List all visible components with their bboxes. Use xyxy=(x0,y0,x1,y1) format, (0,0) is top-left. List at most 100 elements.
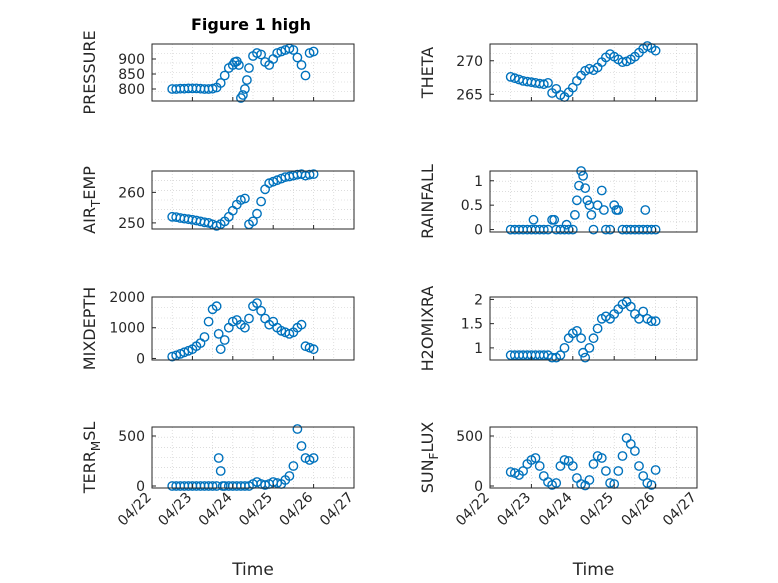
data-point xyxy=(241,75,252,85)
data-point xyxy=(592,323,603,334)
data-point xyxy=(284,471,295,481)
y-tick-label: 500 xyxy=(456,429,483,445)
axes-frame xyxy=(489,296,698,361)
data-point xyxy=(252,298,262,308)
data-point xyxy=(582,195,593,206)
data-point xyxy=(288,461,299,471)
y-tick-label: 0.5 xyxy=(461,198,483,214)
data-point xyxy=(559,455,570,465)
y-label-main: TERR xyxy=(80,451,99,494)
data-point xyxy=(601,466,611,476)
data-point xyxy=(233,60,244,70)
y-tick-label: 2000 xyxy=(109,290,145,306)
data-point xyxy=(534,461,545,471)
data-point xyxy=(308,169,319,180)
axes-h2omixra: 2 1.5 1 H2OMIXRA xyxy=(418,286,698,372)
data-point xyxy=(613,466,624,476)
data-point xyxy=(596,185,607,196)
data-point xyxy=(292,52,303,63)
y-tick-label: 1000 xyxy=(109,321,145,337)
axes-frame xyxy=(151,296,355,361)
y-tick-label: 2 xyxy=(474,292,483,308)
data-point xyxy=(599,205,609,215)
data-point xyxy=(239,322,250,333)
data-point xyxy=(580,183,591,194)
data-point xyxy=(588,333,599,344)
data-point xyxy=(215,344,226,355)
data-point xyxy=(308,46,319,57)
y-tick-label: 900 xyxy=(118,52,145,68)
data-point xyxy=(559,342,570,353)
y-tick-label: 260 xyxy=(118,185,145,201)
data-point xyxy=(605,478,615,488)
y-tick-label: 250 xyxy=(118,216,145,232)
y-axis-label: SUNFLUX xyxy=(418,422,441,494)
y-label-rest: SL xyxy=(80,422,99,441)
y-tick-label: 0 xyxy=(136,351,145,367)
data-point xyxy=(272,478,283,488)
data-point xyxy=(650,45,661,56)
data-point xyxy=(538,79,549,90)
y-tick-label: 500 xyxy=(118,429,145,445)
data-point xyxy=(630,446,640,456)
data-point xyxy=(509,73,520,84)
data-point xyxy=(308,344,319,355)
data-point xyxy=(296,60,307,70)
axes-frame xyxy=(489,43,698,102)
data-point xyxy=(207,481,218,491)
data-point xyxy=(215,466,226,476)
data-point xyxy=(272,48,283,58)
y-tick-label: 800 xyxy=(118,82,145,98)
y-label-subscript: F xyxy=(427,452,441,459)
data-point xyxy=(572,325,582,336)
data-point xyxy=(617,57,628,67)
axes-frame xyxy=(489,426,698,489)
data-point xyxy=(625,301,636,312)
data-point xyxy=(256,196,266,207)
data-point xyxy=(518,466,528,476)
data-point xyxy=(215,78,226,88)
y-axis-label: PRESSURE xyxy=(80,30,99,114)
data-point xyxy=(530,453,541,463)
data-point xyxy=(650,316,661,327)
data-point xyxy=(572,195,582,206)
data-point xyxy=(219,70,230,81)
data-point xyxy=(300,70,311,81)
y-label-main: SUN xyxy=(418,459,437,493)
data-point xyxy=(601,224,611,235)
axes-rainfall: 1 0.5 0 RAINFALL xyxy=(418,164,698,239)
y-label-rest: LUX xyxy=(418,422,437,453)
y-tick-label: 0 xyxy=(474,479,483,495)
data-point xyxy=(638,306,649,317)
data-point xyxy=(588,459,599,469)
y-label-main: RAINFALL xyxy=(418,164,437,239)
y-axis-label: MIXDEPTH xyxy=(80,287,99,370)
axes-frame xyxy=(151,426,355,489)
data-point xyxy=(592,200,603,211)
data-point xyxy=(292,424,303,434)
data-point xyxy=(580,352,591,363)
data-point xyxy=(288,45,299,55)
data-point xyxy=(252,48,262,58)
data-point xyxy=(551,478,562,488)
data-point xyxy=(646,316,657,327)
y-label-main: H2OMIXRA xyxy=(418,286,437,372)
y-axis-label: RAINFALL xyxy=(418,164,437,239)
data-point xyxy=(596,453,607,463)
data-point xyxy=(239,193,250,204)
data-point xyxy=(561,219,572,230)
data-point xyxy=(625,439,636,449)
y-label-main: THETA xyxy=(418,47,437,99)
y-tick-label: 270 xyxy=(456,54,483,70)
axes-frame xyxy=(151,43,355,102)
x-axis-label: Time xyxy=(231,560,274,580)
data-point xyxy=(567,224,578,235)
data-point xyxy=(584,342,595,353)
data-point xyxy=(578,347,588,358)
data-point xyxy=(634,461,644,471)
data-point xyxy=(252,208,262,219)
data-point xyxy=(213,453,224,463)
data-point xyxy=(207,83,218,94)
y-label-main: AIR xyxy=(80,207,99,234)
